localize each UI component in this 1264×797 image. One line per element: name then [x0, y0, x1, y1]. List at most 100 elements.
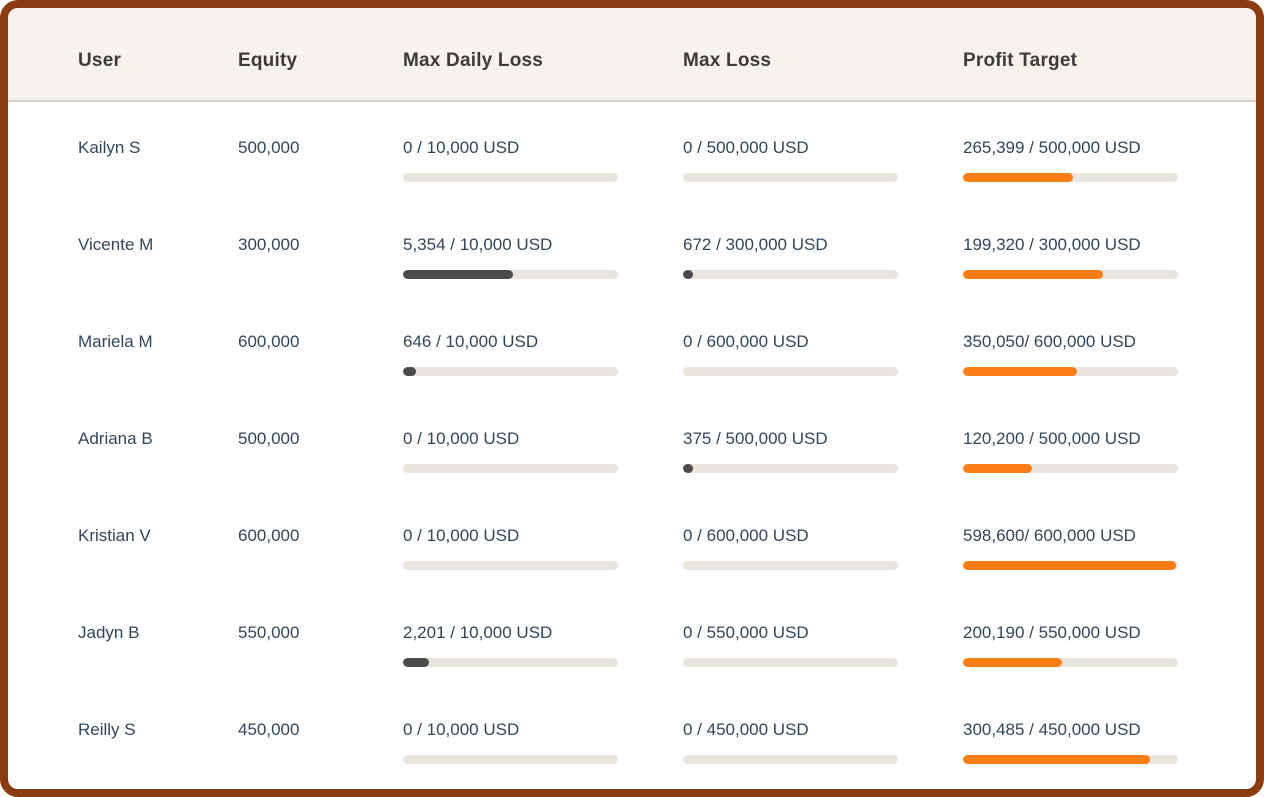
max-loss-value: 0 / 500,000 USD [683, 138, 809, 157]
column-header-max-loss: Max Loss [683, 50, 772, 71]
equity-cell: 300,000 [238, 235, 300, 254]
max-loss-cell: 0 / 500,000 USD [683, 138, 963, 182]
profit-target-bar-fill [963, 367, 1077, 376]
profit-target-value: 120,200 / 500,000 USD [963, 429, 1141, 448]
max-loss-value: 0 / 550,000 USD [683, 623, 809, 642]
max-loss-value: 672 / 300,000 USD [683, 235, 828, 254]
equity-cell: 500,000 [238, 429, 300, 448]
equity-cell: 550,000 [238, 623, 300, 642]
profit-target-bar-fill [963, 561, 1176, 570]
max-daily-loss-cell: 0 / 10,000 USD [403, 526, 683, 570]
profit-target-bar [963, 755, 1178, 764]
max-daily-loss-bar [403, 173, 618, 182]
equity-cell: 600,000 [238, 526, 300, 545]
profit-target-cell: 300,485 / 450,000 USD [963, 720, 1178, 764]
table-row[interactable]: Jadyn B 550,000 2,201 / 10,000 USD 0 / 5… [78, 587, 1256, 684]
max-daily-loss-cell: 646 / 10,000 USD [403, 332, 683, 376]
max-loss-cell: 0 / 600,000 USD [683, 332, 963, 376]
max-loss-cell: 0 / 450,000 USD [683, 720, 963, 764]
max-daily-loss-bar [403, 464, 618, 473]
column-header-equity: Equity [238, 50, 298, 71]
table-row[interactable]: Adriana B 500,000 0 / 10,000 USD 375 / 5… [78, 393, 1256, 490]
profit-target-bar-fill [963, 658, 1062, 667]
max-daily-loss-bar-fill [403, 658, 429, 667]
profit-target-value: 598,600/ 600,000 USD [963, 526, 1136, 545]
table-row[interactable]: Vicente M 300,000 5,354 / 10,000 USD 672… [78, 199, 1256, 296]
max-loss-bar [683, 367, 898, 376]
max-daily-loss-bar-fill [403, 367, 416, 376]
profit-target-value: 265,399 / 500,000 USD [963, 138, 1141, 157]
max-loss-bar-fill [683, 464, 693, 473]
table-row[interactable]: Kailyn S 500,000 0 / 10,000 USD 0 / 500,… [78, 102, 1256, 199]
max-daily-loss-bar-fill [403, 270, 513, 279]
max-loss-cell: 672 / 300,000 USD [683, 235, 963, 279]
max-daily-loss-bar [403, 561, 618, 570]
equity-cell: 500,000 [238, 138, 300, 157]
max-daily-loss-value: 646 / 10,000 USD [403, 332, 539, 351]
profit-target-bar [963, 561, 1178, 570]
user-cell: Vicente M [78, 235, 154, 254]
user-cell: Kristian V [78, 526, 151, 545]
column-header-max-daily-loss: Max Daily Loss [403, 50, 544, 71]
max-loss-value: 375 / 500,000 USD [683, 429, 828, 448]
profit-target-value: 199,320 / 300,000 USD [963, 235, 1141, 254]
max-daily-loss-value: 5,354 / 10,000 USD [403, 235, 553, 254]
max-daily-loss-bar [403, 270, 618, 279]
profit-target-bar [963, 173, 1178, 182]
max-daily-loss-value: 0 / 10,000 USD [403, 138, 520, 157]
max-loss-cell: 0 / 550,000 USD [683, 623, 963, 667]
table-row[interactable]: Kristian V 600,000 0 / 10,000 USD 0 / 60… [78, 490, 1256, 587]
max-daily-loss-value: 0 / 10,000 USD [403, 429, 520, 448]
profit-target-bar [963, 367, 1178, 376]
profit-target-bar [963, 658, 1178, 667]
user-cell: Reilly S [78, 720, 136, 739]
max-loss-bar [683, 561, 898, 570]
max-daily-loss-value: 2,201 / 10,000 USD [403, 623, 553, 642]
profit-target-bar-fill [963, 464, 1032, 473]
profit-target-bar [963, 464, 1178, 473]
user-cell: Jadyn B [78, 623, 140, 642]
equity-cell: 600,000 [238, 332, 300, 351]
profit-target-bar [963, 270, 1178, 279]
max-loss-bar [683, 658, 898, 667]
table-row[interactable]: Mariela M 600,000 646 / 10,000 USD 0 / 6… [78, 296, 1256, 393]
table-header: User Equity Max Daily Loss Max Loss Prof… [8, 8, 1256, 102]
max-loss-bar [683, 270, 898, 279]
profit-target-cell: 120,200 / 500,000 USD [963, 429, 1178, 473]
max-loss-bar [683, 755, 898, 764]
profit-target-cell: 265,399 / 500,000 USD [963, 138, 1178, 182]
max-loss-value: 0 / 600,000 USD [683, 526, 809, 545]
max-daily-loss-bar [403, 755, 618, 764]
profit-target-bar-fill [963, 270, 1103, 279]
max-daily-loss-value: 0 / 10,000 USD [403, 720, 520, 739]
max-daily-loss-cell: 0 / 10,000 USD [403, 138, 683, 182]
profit-target-value: 300,485 / 450,000 USD [963, 720, 1141, 739]
profit-target-bar-fill [963, 173, 1073, 182]
profit-target-cell: 350,050/ 600,000 USD [963, 332, 1178, 376]
equity-cell: 450,000 [238, 720, 300, 739]
max-loss-bar [683, 173, 898, 182]
profit-target-value: 350,050/ 600,000 USD [963, 332, 1136, 351]
max-daily-loss-cell: 5,354 / 10,000 USD [403, 235, 683, 279]
max-loss-bar-fill [683, 270, 693, 279]
user-cell: Adriana B [78, 429, 153, 448]
profit-target-value: 200,190 / 550,000 USD [963, 623, 1141, 642]
column-header-user: User [78, 50, 122, 71]
profit-target-cell: 199,320 / 300,000 USD [963, 235, 1178, 279]
max-daily-loss-cell: 2,201 / 10,000 USD [403, 623, 683, 667]
max-loss-cell: 375 / 500,000 USD [683, 429, 963, 473]
column-header-profit-target: Profit Target [963, 50, 1078, 71]
max-loss-value: 0 / 600,000 USD [683, 332, 809, 351]
max-loss-bar [683, 464, 898, 473]
max-daily-loss-value: 0 / 10,000 USD [403, 526, 520, 545]
max-loss-value: 0 / 450,000 USD [683, 720, 809, 739]
user-cell: Mariela M [78, 332, 153, 351]
max-daily-loss-cell: 0 / 10,000 USD [403, 429, 683, 473]
max-daily-loss-bar [403, 658, 618, 667]
profit-target-cell: 200,190 / 550,000 USD [963, 623, 1178, 667]
max-loss-cell: 0 / 600,000 USD [683, 526, 963, 570]
table-row[interactable]: Reilly S 450,000 0 / 10,000 USD 0 / 450,… [78, 684, 1256, 781]
max-daily-loss-cell: 0 / 10,000 USD [403, 720, 683, 764]
table-body: Kailyn S 500,000 0 / 10,000 USD 0 / 500,… [8, 102, 1256, 781]
